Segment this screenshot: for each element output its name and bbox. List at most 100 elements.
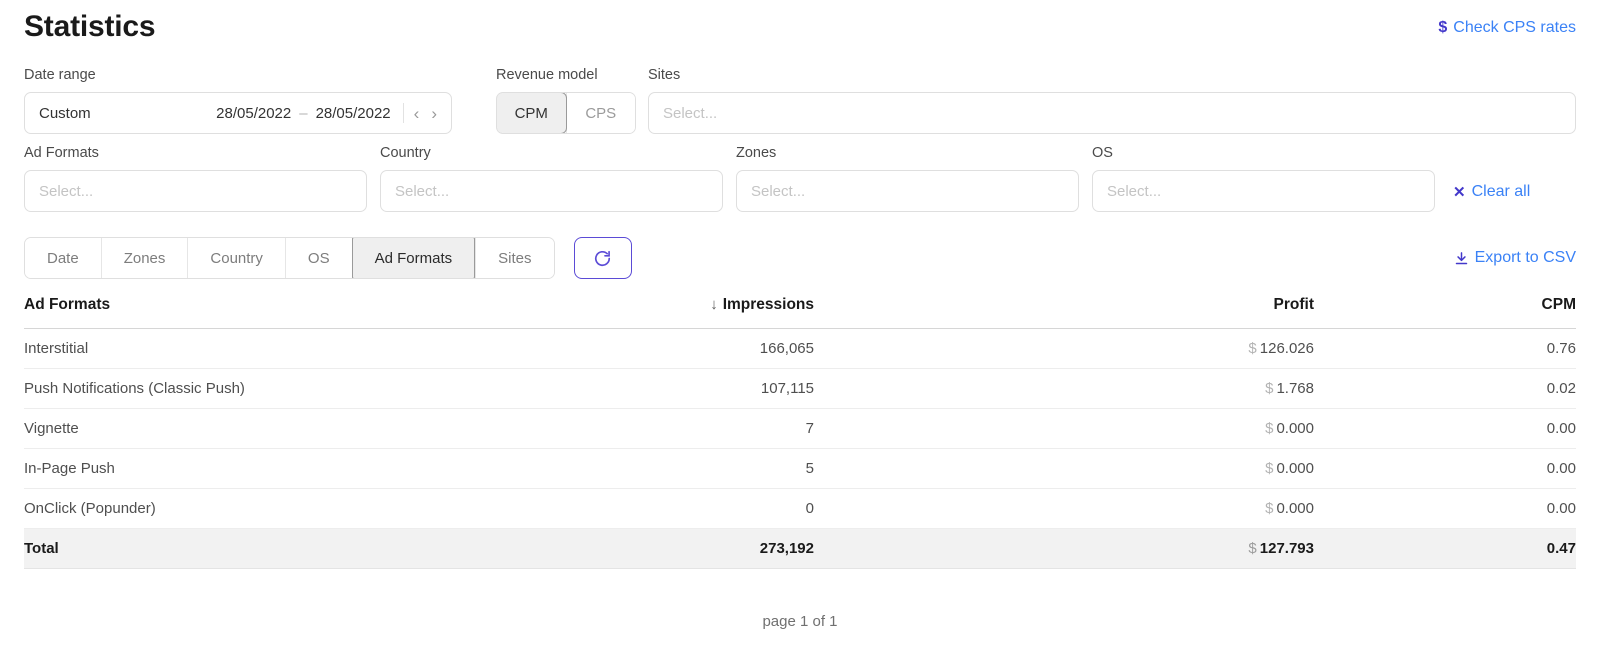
group-by-tabs: Date Zones Country OS Ad Formats Sites bbox=[24, 237, 555, 279]
currency-symbol: $ bbox=[1265, 420, 1274, 437]
tab-date[interactable]: Date bbox=[25, 238, 101, 278]
cell-profit: $126.026 bbox=[814, 328, 1314, 369]
date-range-preset: Custom bbox=[39, 104, 91, 122]
clear-all-label: Clear all bbox=[1471, 183, 1531, 200]
tab-country[interactable]: Country bbox=[187, 238, 285, 278]
date-range-divider bbox=[402, 103, 404, 123]
currency-symbol: $ bbox=[1248, 340, 1257, 357]
filters-row-secondary: Ad Formats Select... Country Select... Z… bbox=[24, 144, 1576, 212]
page-title: Statistics bbox=[24, 10, 156, 43]
table-row[interactable]: OnClick (Popunder) 0 $0.000 0.00 bbox=[24, 488, 1576, 529]
cell-impressions: 166,065 bbox=[644, 328, 814, 369]
cell-profit: $0.000 bbox=[814, 488, 1314, 529]
revenue-model-option-cpm[interactable]: CPM bbox=[497, 93, 567, 133]
zones-label: Zones bbox=[736, 145, 777, 161]
table-body: Interstitial 166,065 $126.026 0.76 Push … bbox=[24, 328, 1576, 569]
statistics-table: Ad Formats ↓ Impressions Profit CPM Inter… bbox=[24, 296, 1576, 569]
cell-impressions: 7 bbox=[644, 408, 814, 449]
cell-cpm: 0.76 bbox=[1314, 328, 1576, 369]
page-header: Statistics $ Check CPS rates bbox=[24, 0, 1576, 56]
country-select[interactable]: Select... bbox=[380, 170, 723, 212]
date-range-end: 28/05/2022 bbox=[315, 104, 391, 122]
cell-profit-value: 0.000 bbox=[1276, 500, 1314, 517]
tab-zones[interactable]: Zones bbox=[100, 238, 188, 278]
export-csv-label: Export to CSV bbox=[1474, 249, 1576, 266]
table-row[interactable]: Vignette 7 $0.000 0.00 bbox=[24, 408, 1576, 449]
country-field: Country Select... bbox=[380, 144, 723, 212]
filters-row-primary: Date range Custom 28/05/2022 – 28/05/202… bbox=[24, 66, 1576, 134]
table-head: Ad Formats ↓ Impressions Profit CPM bbox=[24, 296, 1576, 329]
currency-symbol: $ bbox=[1265, 460, 1274, 477]
currency-symbol: $ bbox=[1265, 500, 1274, 517]
ad-formats-select[interactable]: Select... bbox=[24, 170, 367, 212]
export-csv-button[interactable]: Export to CSV bbox=[1454, 249, 1576, 267]
column-header-cpm[interactable]: CPM bbox=[1314, 296, 1576, 329]
zones-field: Zones Select... bbox=[736, 144, 1079, 212]
cell-cpm: 0.00 bbox=[1314, 408, 1576, 449]
cell-profit: $0.000 bbox=[814, 448, 1314, 489]
zones-select[interactable]: Select... bbox=[736, 170, 1079, 212]
pagination-label: page 1 of 1 bbox=[762, 613, 838, 630]
date-range-label: Date range bbox=[24, 67, 96, 83]
table-total-row: Total 273,192 $127.793 0.47 bbox=[24, 528, 1576, 569]
date-range-start: 28/05/2022 bbox=[216, 104, 292, 122]
date-range-field: Date range Custom 28/05/2022 – 28/05/202… bbox=[24, 66, 452, 134]
cell-ad-format: In-Page Push bbox=[24, 448, 644, 489]
revenue-model-label: Revenue model bbox=[496, 67, 598, 83]
table-row[interactable]: Interstitial 166,065 $126.026 0.76 bbox=[24, 328, 1576, 369]
cell-ad-format: OnClick (Popunder) bbox=[24, 488, 644, 529]
date-range-picker[interactable]: Custom 28/05/2022 – 28/05/2022 ‹ › bbox=[24, 92, 452, 134]
cell-total-label: Total bbox=[24, 528, 644, 569]
os-select[interactable]: Select... bbox=[1092, 170, 1435, 212]
cell-profit-value: 0.000 bbox=[1276, 420, 1314, 437]
check-cps-rates-link[interactable]: $ Check CPS rates bbox=[1438, 8, 1576, 38]
tab-ad-formats[interactable]: Ad Formats bbox=[351, 238, 476, 278]
currency-symbol: $ bbox=[1265, 380, 1274, 397]
date-range-nav: ‹ › bbox=[414, 105, 437, 122]
sites-field: Sites Select... bbox=[648, 66, 1576, 134]
revenue-model-toggle: CPM CPS bbox=[496, 92, 636, 134]
os-field: OS Select... bbox=[1092, 144, 1435, 212]
date-range-dash: – bbox=[299, 104, 308, 122]
sites-label: Sites bbox=[648, 67, 681, 83]
cell-cpm: 0.00 bbox=[1314, 448, 1576, 489]
group-by-toolbar: Date Zones Country OS Ad Formats Sites E… bbox=[24, 237, 1576, 279]
check-cps-rates-label: Check CPS rates bbox=[1453, 19, 1576, 36]
currency-symbol: $ bbox=[1248, 540, 1257, 557]
chevron-right-icon[interactable]: › bbox=[431, 103, 437, 123]
sort-desc-icon: ↓ bbox=[710, 296, 718, 313]
cell-impressions: 0 bbox=[644, 488, 814, 529]
column-header-impressions[interactable]: ↓ Impressions bbox=[644, 296, 814, 329]
cell-cpm: 0.02 bbox=[1314, 368, 1576, 409]
ad-formats-label: Ad Formats bbox=[24, 145, 99, 161]
column-header-ad-formats[interactable]: Ad Formats bbox=[24, 296, 644, 329]
cell-impressions: 5 bbox=[644, 448, 814, 489]
table-row[interactable]: Push Notifications (Classic Push) 107,11… bbox=[24, 368, 1576, 409]
cell-profit-value: 0.000 bbox=[1276, 460, 1314, 477]
refresh-button[interactable] bbox=[573, 237, 632, 279]
dollar-icon: $ bbox=[1438, 19, 1448, 36]
download-icon bbox=[1455, 251, 1467, 264]
column-header-impressions-label: Impressions bbox=[722, 296, 814, 313]
tab-os[interactable]: OS bbox=[284, 238, 352, 278]
country-label: Country bbox=[380, 145, 431, 161]
clear-all-button[interactable]: ✕ Clear all bbox=[1453, 183, 1530, 201]
close-icon: ✕ bbox=[1453, 184, 1466, 201]
cell-profit: $1.768 bbox=[814, 368, 1314, 409]
chevron-left-icon[interactable]: ‹ bbox=[413, 103, 420, 123]
cell-cpm: 0.00 bbox=[1314, 488, 1576, 529]
os-label: OS bbox=[1092, 145, 1113, 161]
cell-impressions: 107,115 bbox=[644, 368, 814, 409]
column-header-profit[interactable]: Profit bbox=[814, 296, 1314, 329]
revenue-model-option-cps[interactable]: CPS bbox=[565, 93, 635, 133]
table-row[interactable]: In-Page Push 5 $0.000 0.00 bbox=[24, 448, 1576, 489]
cell-profit-value: 126.026 bbox=[1259, 340, 1314, 357]
cell-ad-format: Vignette bbox=[24, 408, 644, 449]
tab-sites[interactable]: Sites bbox=[475, 238, 554, 278]
cell-total-cpm: 0.47 bbox=[1314, 528, 1576, 569]
revenue-model-field: Revenue model CPM CPS bbox=[496, 66, 636, 134]
cell-total-profit-value: 127.793 bbox=[1259, 540, 1314, 557]
sites-select[interactable]: Select... bbox=[648, 92, 1576, 134]
cell-total-impressions: 273,192 bbox=[644, 528, 814, 569]
